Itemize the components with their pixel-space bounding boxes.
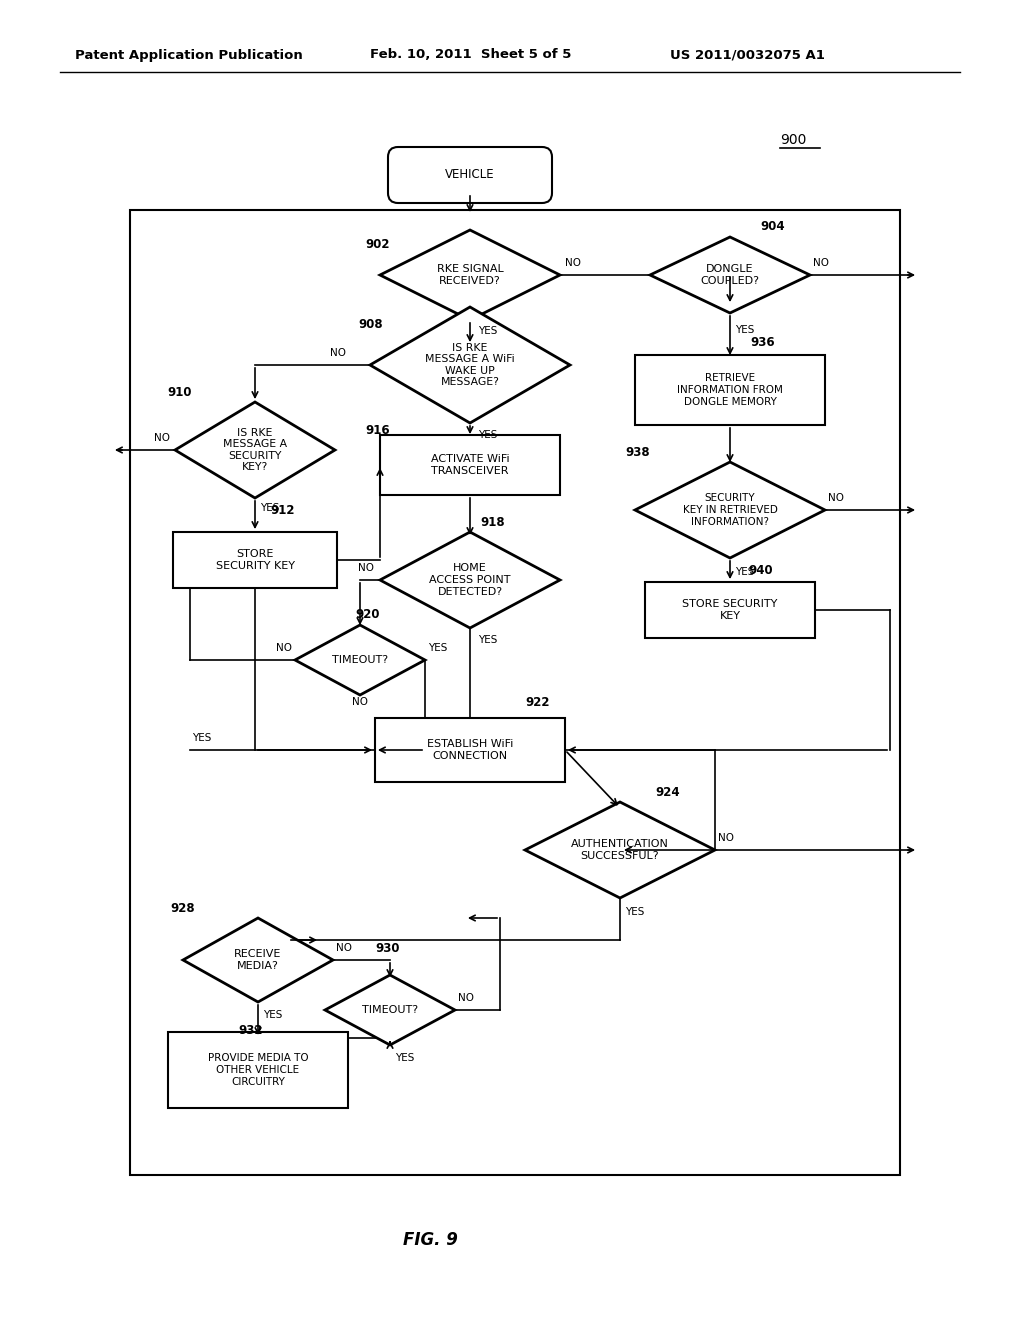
Text: ESTABLISH WiFi
CONNECTION: ESTABLISH WiFi CONNECTION [427, 739, 513, 760]
Text: FIG. 9: FIG. 9 [402, 1232, 458, 1249]
Text: NO: NO [358, 564, 374, 573]
Text: 902: 902 [365, 239, 389, 252]
Text: US 2011/0032075 A1: US 2011/0032075 A1 [670, 49, 825, 62]
Text: Feb. 10, 2011  Sheet 5 of 5: Feb. 10, 2011 Sheet 5 of 5 [370, 49, 571, 62]
Text: NO: NO [565, 257, 581, 268]
Text: YES: YES [395, 1053, 415, 1063]
Text: 912: 912 [270, 503, 295, 516]
Text: 930: 930 [375, 941, 399, 954]
Text: 908: 908 [358, 318, 383, 331]
Text: YES: YES [193, 733, 211, 743]
Text: RECEIVE
MEDIA?: RECEIVE MEDIA? [234, 949, 282, 970]
FancyBboxPatch shape [388, 147, 552, 203]
Text: 900: 900 [780, 133, 806, 147]
Text: YES: YES [260, 503, 280, 513]
Text: NO: NO [276, 643, 292, 653]
FancyBboxPatch shape [635, 355, 825, 425]
Text: AUTHENTICATION
SUCCESSFUL?: AUTHENTICATION SUCCESSFUL? [571, 840, 669, 861]
Text: YES: YES [735, 568, 755, 577]
Text: NO: NO [154, 433, 170, 444]
Text: STORE SECURITY
KEY: STORE SECURITY KEY [682, 599, 777, 620]
Text: Patent Application Publication: Patent Application Publication [75, 49, 303, 62]
Text: YES: YES [428, 643, 447, 653]
Polygon shape [635, 462, 825, 558]
Polygon shape [525, 803, 715, 898]
Text: SECURITY
KEY IN RETRIEVED
INFORMATION?: SECURITY KEY IN RETRIEVED INFORMATION? [683, 494, 777, 527]
Text: STORE
SECURITY KEY: STORE SECURITY KEY [215, 549, 295, 570]
Polygon shape [183, 917, 333, 1002]
Text: YES: YES [478, 326, 498, 337]
Text: ACTIVATE WiFi
TRANSCEIVER: ACTIVATE WiFi TRANSCEIVER [431, 454, 509, 475]
Text: YES: YES [625, 907, 644, 917]
Polygon shape [325, 975, 455, 1045]
Text: NO: NO [813, 257, 829, 268]
Text: 936: 936 [750, 335, 774, 348]
Text: RKE SIGNAL
RECEIVED?: RKE SIGNAL RECEIVED? [436, 264, 504, 286]
Text: TIMEOUT?: TIMEOUT? [332, 655, 388, 665]
FancyBboxPatch shape [173, 532, 337, 587]
Text: 924: 924 [655, 785, 680, 799]
Polygon shape [650, 238, 810, 313]
Text: 918: 918 [480, 516, 505, 528]
Text: NO: NO [352, 697, 368, 708]
Text: PROVIDE MEDIA TO
OTHER VEHICLE
CIRCUITRY: PROVIDE MEDIA TO OTHER VEHICLE CIRCUITRY [208, 1053, 308, 1086]
Text: 932: 932 [238, 1023, 262, 1036]
Text: 928: 928 [170, 902, 195, 915]
Polygon shape [175, 403, 335, 498]
Polygon shape [380, 230, 560, 319]
Text: NO: NO [458, 993, 474, 1003]
Text: YES: YES [478, 635, 498, 645]
Text: IS RKE
MESSAGE A
SECURITY
KEY?: IS RKE MESSAGE A SECURITY KEY? [223, 428, 287, 473]
Text: IS RKE
MESSAGE A WiFi
WAKE UP
MESSAGE?: IS RKE MESSAGE A WiFi WAKE UP MESSAGE? [425, 343, 515, 387]
Text: NO: NO [718, 833, 734, 843]
Text: 940: 940 [748, 564, 773, 577]
FancyBboxPatch shape [380, 436, 560, 495]
Polygon shape [295, 624, 425, 696]
Text: RETRIEVE
INFORMATION FROM
DONGLE MEMORY: RETRIEVE INFORMATION FROM DONGLE MEMORY [677, 374, 783, 407]
Text: NO: NO [828, 492, 844, 503]
Text: YES: YES [263, 1010, 283, 1020]
Text: NO: NO [336, 942, 352, 953]
Polygon shape [380, 532, 560, 628]
Text: 920: 920 [355, 609, 380, 622]
Text: NO: NO [330, 348, 346, 358]
Text: 938: 938 [625, 446, 649, 458]
Text: VEHICLE: VEHICLE [445, 169, 495, 181]
Text: 910: 910 [167, 385, 191, 399]
Text: 904: 904 [760, 220, 784, 234]
Text: 916: 916 [365, 424, 389, 437]
FancyBboxPatch shape [168, 1032, 348, 1107]
Polygon shape [370, 308, 570, 422]
Text: TIMEOUT?: TIMEOUT? [361, 1005, 418, 1015]
Text: YES: YES [478, 430, 498, 440]
Text: 922: 922 [525, 696, 550, 709]
FancyBboxPatch shape [645, 582, 815, 638]
Text: DONGLE
COUPLED?: DONGLE COUPLED? [700, 264, 760, 286]
Text: YES: YES [735, 325, 755, 335]
FancyBboxPatch shape [375, 718, 565, 781]
Text: HOME
ACCESS POINT
DETECTED?: HOME ACCESS POINT DETECTED? [429, 564, 511, 597]
FancyBboxPatch shape [130, 210, 900, 1175]
